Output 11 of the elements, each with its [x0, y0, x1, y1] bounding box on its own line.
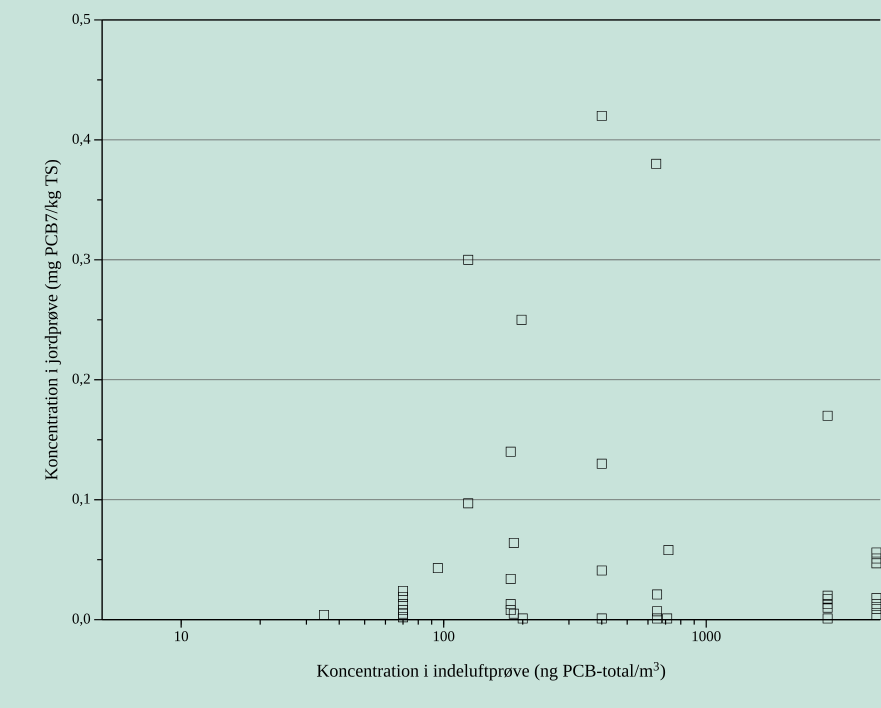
y-tick-label: 0,2: [72, 373, 90, 386]
y-tick-label: 0,0: [72, 613, 90, 626]
y-tick-label: 0,5: [72, 14, 90, 26]
y-tick-label: 0,1: [72, 493, 90, 506]
x-tick-label: 1000: [692, 630, 721, 642]
y-axis-title: Koncentration i jordprøve (mg PCB7/kg TS): [44, 160, 62, 480]
y-tick-label: 0,3: [72, 254, 90, 266]
y-tick-label: 0,4: [72, 134, 90, 146]
x-tick-label: 100: [434, 630, 454, 642]
x-axis-title: Koncentration i indeluftprøve (ng PCB-total/m$^{3}$): [316, 662, 666, 680]
x-tick-label: 10: [174, 630, 188, 642]
